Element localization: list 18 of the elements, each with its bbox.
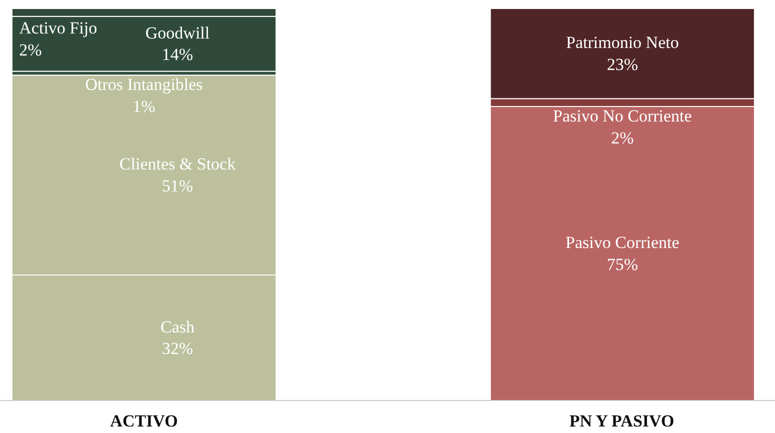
series-label: Pasivo Corriente	[566, 233, 680, 252]
x-tick-label: PN Y PASIVO	[569, 412, 674, 430]
series-label: Goodwill	[145, 23, 210, 42]
data-label: 75%	[606, 254, 638, 274]
data-label: 23%	[606, 55, 638, 74]
series-label: Activo Fijo	[19, 18, 98, 38]
data-label: 14%	[162, 45, 194, 64]
series-label: Cash	[160, 317, 196, 336]
data-label: 51%	[162, 176, 194, 196]
data-label: 2%	[611, 128, 634, 148]
series-label: Otros Intangibles	[85, 75, 203, 94]
series-label: Pasivo No Corriente	[553, 106, 692, 126]
series-label: Patrimonio Neto	[566, 33, 679, 52]
series-label: Clientes & Stock	[119, 154, 236, 174]
data-label: 2%	[19, 40, 42, 60]
data-label: 1%	[132, 96, 156, 116]
x-tick-label: ACTIVO	[110, 412, 178, 430]
data-label: 32%	[162, 339, 194, 358]
